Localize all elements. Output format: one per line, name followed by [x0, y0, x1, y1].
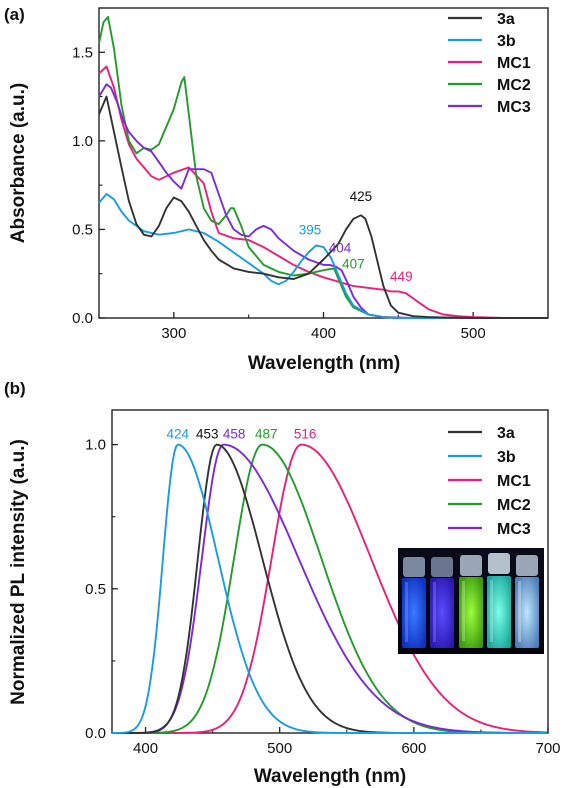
legend-label-b: MC2 — [497, 497, 531, 514]
series-a — [98, 15, 548, 319]
panel-b-photoluminescence: (b) 400 500 600 700 0.0 0.5 1.0 424 453 458 487 51… — [4, 379, 561, 787]
legend-label-a: MC2 — [497, 77, 531, 94]
x-axis-label-a: Wavelength (nm) — [248, 353, 400, 374]
x-tick-label-b: 600 — [401, 740, 426, 757]
peak-label-b: 424 — [166, 427, 189, 442]
legend-label-a: 3a — [497, 11, 515, 28]
x-tick-label-a: 400 — [311, 325, 336, 342]
peak-label-b: 487 — [255, 427, 278, 442]
x-axis-label-b: Wavelength (nm) — [254, 766, 406, 787]
legend-label-a: 3b — [497, 33, 516, 50]
x-tick-label-a: 500 — [461, 325, 486, 342]
peak-label-a: 395 — [299, 223, 322, 238]
x-tick-label-b: 700 — [535, 740, 560, 757]
legend-b: 3a 3b MC1 MC2 MC3 — [448, 425, 531, 538]
legend-label-b: MC1 — [497, 473, 531, 490]
x-tick-label-b: 500 — [267, 740, 292, 757]
peak-labels-b: 424 453 458 487 516 — [166, 427, 316, 442]
legend-label-b: 3a — [497, 425, 515, 442]
y-tick-label-a: 1.0 — [72, 133, 93, 150]
peak-label-b: 453 — [196, 427, 219, 442]
y-axis-label-a: Absorbance (a.u.) — [8, 83, 29, 243]
series-line-a-mc2 — [98, 15, 548, 319]
y-tick-label-b: 0.5 — [85, 581, 106, 598]
y-axis-label-b: Normalized PL intensity (a.u.) — [8, 439, 29, 705]
y-tick-label-b: 1.0 — [85, 437, 106, 454]
axes-b: 400 500 600 700 0.0 0.5 1.0 — [85, 437, 560, 757]
series-b — [112, 443, 547, 734]
peak-label-b: 516 — [294, 427, 317, 442]
peak-label-b: 458 — [223, 427, 246, 442]
x-tick-label-b: 400 — [133, 740, 158, 757]
peak-label-a: 449 — [390, 269, 413, 284]
panel-a-label: (a) — [4, 5, 25, 24]
series-line-a-mc1 — [98, 65, 548, 319]
panel-b-label: (b) — [4, 379, 26, 398]
x-tick-label-a: 300 — [161, 325, 186, 342]
series-line-b-3b — [112, 443, 547, 734]
series-line-a-3a — [98, 95, 548, 319]
series-line-b-mc3 — [112, 443, 547, 734]
series-line-b-mc1 — [112, 443, 547, 734]
inset-vial-photo — [398, 548, 544, 654]
y-tick-label-a: 0.0 — [72, 310, 93, 327]
axes-a: 300 400 500 0.0 0.5 1.0 1.5 — [72, 44, 486, 342]
legend-label-b: 3b — [497, 449, 516, 466]
legend-label-b: MC3 — [497, 521, 531, 538]
y-tick-label-a: 1.5 — [72, 44, 93, 61]
legend-label-a: MC3 — [497, 99, 531, 116]
series-line-a-mc3 — [98, 83, 548, 319]
y-tick-label-a: 0.5 — [72, 221, 93, 238]
peak-label-a: 425 — [350, 189, 373, 204]
peak-label-a: 404 — [329, 240, 352, 255]
legend-label-a: MC1 — [497, 55, 531, 72]
y-tick-label-b: 0.0 — [85, 725, 106, 742]
legend-a: 3a 3b MC1 MC2 MC3 — [448, 11, 531, 116]
peak-label-a: 407 — [342, 256, 365, 271]
